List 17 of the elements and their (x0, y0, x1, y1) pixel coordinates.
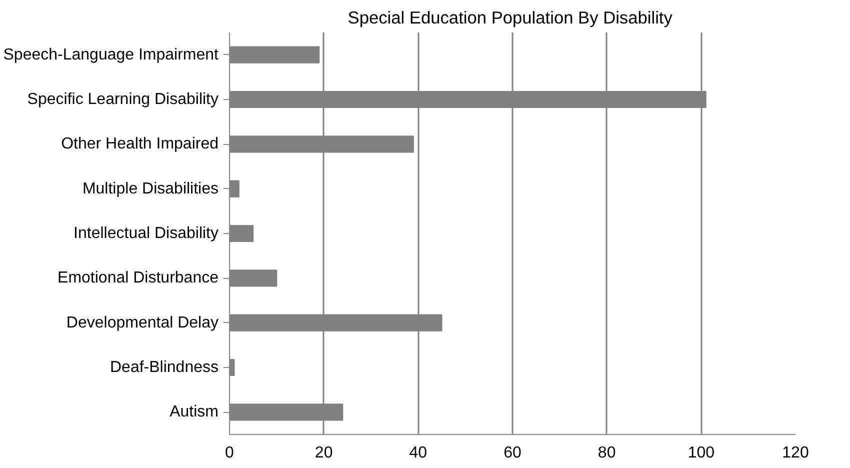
x-tick-label: 0 (225, 444, 234, 462)
x-tick-label: 20 (314, 444, 333, 462)
y-tick-label: Autism (170, 404, 219, 421)
y-tick-label: Speech-Language Impairment (3, 46, 220, 64)
x-tick-label: 40 (409, 444, 428, 462)
y-tick-label: Other Health Impaired (61, 136, 218, 153)
chart-title: Special Education Population By Disability (348, 8, 673, 28)
x-tick-label: 80 (598, 444, 616, 462)
y-tick-label: Developmental Delay (66, 314, 218, 332)
y-tick-label: Multiple Disabilities (82, 180, 218, 198)
x-tick-label: 120 (782, 444, 809, 462)
x-tick-label: 100 (688, 444, 715, 462)
y-tick-label: Deaf-Blindness (110, 359, 218, 376)
y-tick-label: Intellectual Disability (74, 225, 218, 242)
y-tick-label: Emotional Disturbance (58, 270, 219, 287)
y-tick-label: Specific Learning Disability (27, 91, 218, 108)
x-tick-label: 60 (504, 444, 522, 462)
